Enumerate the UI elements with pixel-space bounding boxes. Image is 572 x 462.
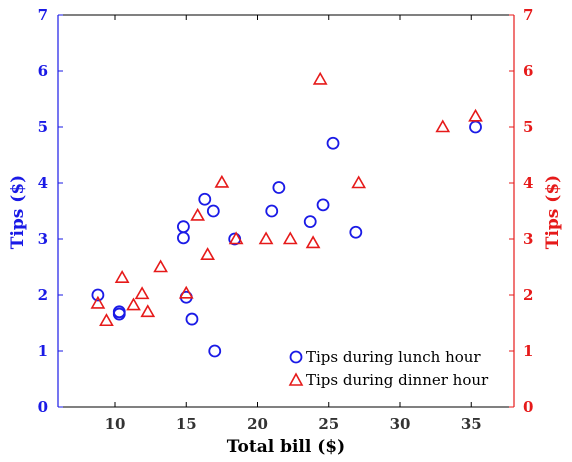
dinner-point [305,235,321,249]
y-tick-label-right: 2 [523,286,533,304]
y-tick-label-left: 1 [38,342,48,360]
lunch-point [326,136,340,150]
y-tick-label-left: 3 [38,230,48,248]
lunch-point [206,204,220,218]
x-tick-label: 15 [176,415,197,433]
dinner-point [99,313,114,327]
dinner-point [140,304,156,318]
y-tick-label-right: 4 [523,174,533,192]
y-axis-label-left: Tips ($) [8,175,28,249]
y-tick-label-left: 0 [38,398,48,416]
lunch-point [208,344,222,358]
dinner-point [200,247,216,260]
dinner-point [228,231,244,245]
dinner-point [351,175,367,189]
dinner-point [178,285,194,299]
dinner-point [214,174,230,188]
dinner-point [312,71,328,85]
x-tick-label: 25 [318,415,339,433]
y-tick-label-right: 1 [523,342,533,360]
y-tick-label-right: 3 [523,230,533,248]
lunch-point [185,312,199,326]
x-tick-label: 30 [390,415,411,433]
lunch-point [176,231,190,245]
y-tick-label-left: 7 [38,6,48,24]
legend: Tips during lunch hour Tips during dinne… [288,348,489,389]
lunch-point [303,215,317,229]
lunch-point [469,120,482,134]
lunch-point [91,288,105,302]
lunch-point [176,220,190,234]
dinner-point [190,207,206,221]
y-tick-label-left: 2 [38,286,48,304]
legend-lunch-marker [289,350,303,364]
y-tick-label-right: 5 [523,118,533,136]
dinner-point [468,108,483,122]
x-axis-label: Total bill ($) [227,437,345,457]
y-tick-label-right: 7 [523,6,533,24]
y-tick-label-left: 6 [38,62,48,80]
x-tick-label: 35 [461,415,482,433]
dinner-point [126,297,141,311]
x-tick-label: 10 [105,415,126,433]
dinner-point [114,270,130,283]
lunch-point [265,204,279,218]
dinner-point [435,119,451,133]
x-tick-label: 20 [247,415,268,433]
lunch-point [272,181,286,194]
dinner-point [90,295,106,309]
legend-lunch-label: Tips during lunch hour [306,348,481,366]
lunch-point [112,307,126,321]
y-tick-label-left: 5 [38,118,48,136]
y-tick-label-left: 4 [38,174,48,192]
legend-dinner-marker [288,372,304,386]
data-marks [90,71,483,358]
lunch-point [349,225,363,239]
dinner-point [282,231,298,245]
lunch-point [198,192,212,206]
dinner-point [153,259,168,273]
lunch-point [316,198,330,212]
y-tick-label-right: 0 [523,398,533,416]
y-axis-label-right: Tips ($) [543,175,563,249]
dinner-point [134,286,150,300]
y-tick-label-right: 6 [523,62,533,80]
axes: 10 15 20 25 30 35 0 0 1 1 2 2 3 3 4 4 5 5 6 6 7 7 [38,6,534,433]
dinner-point [258,231,274,245]
legend-dinner-label: Tips during dinner hour [306,371,489,389]
